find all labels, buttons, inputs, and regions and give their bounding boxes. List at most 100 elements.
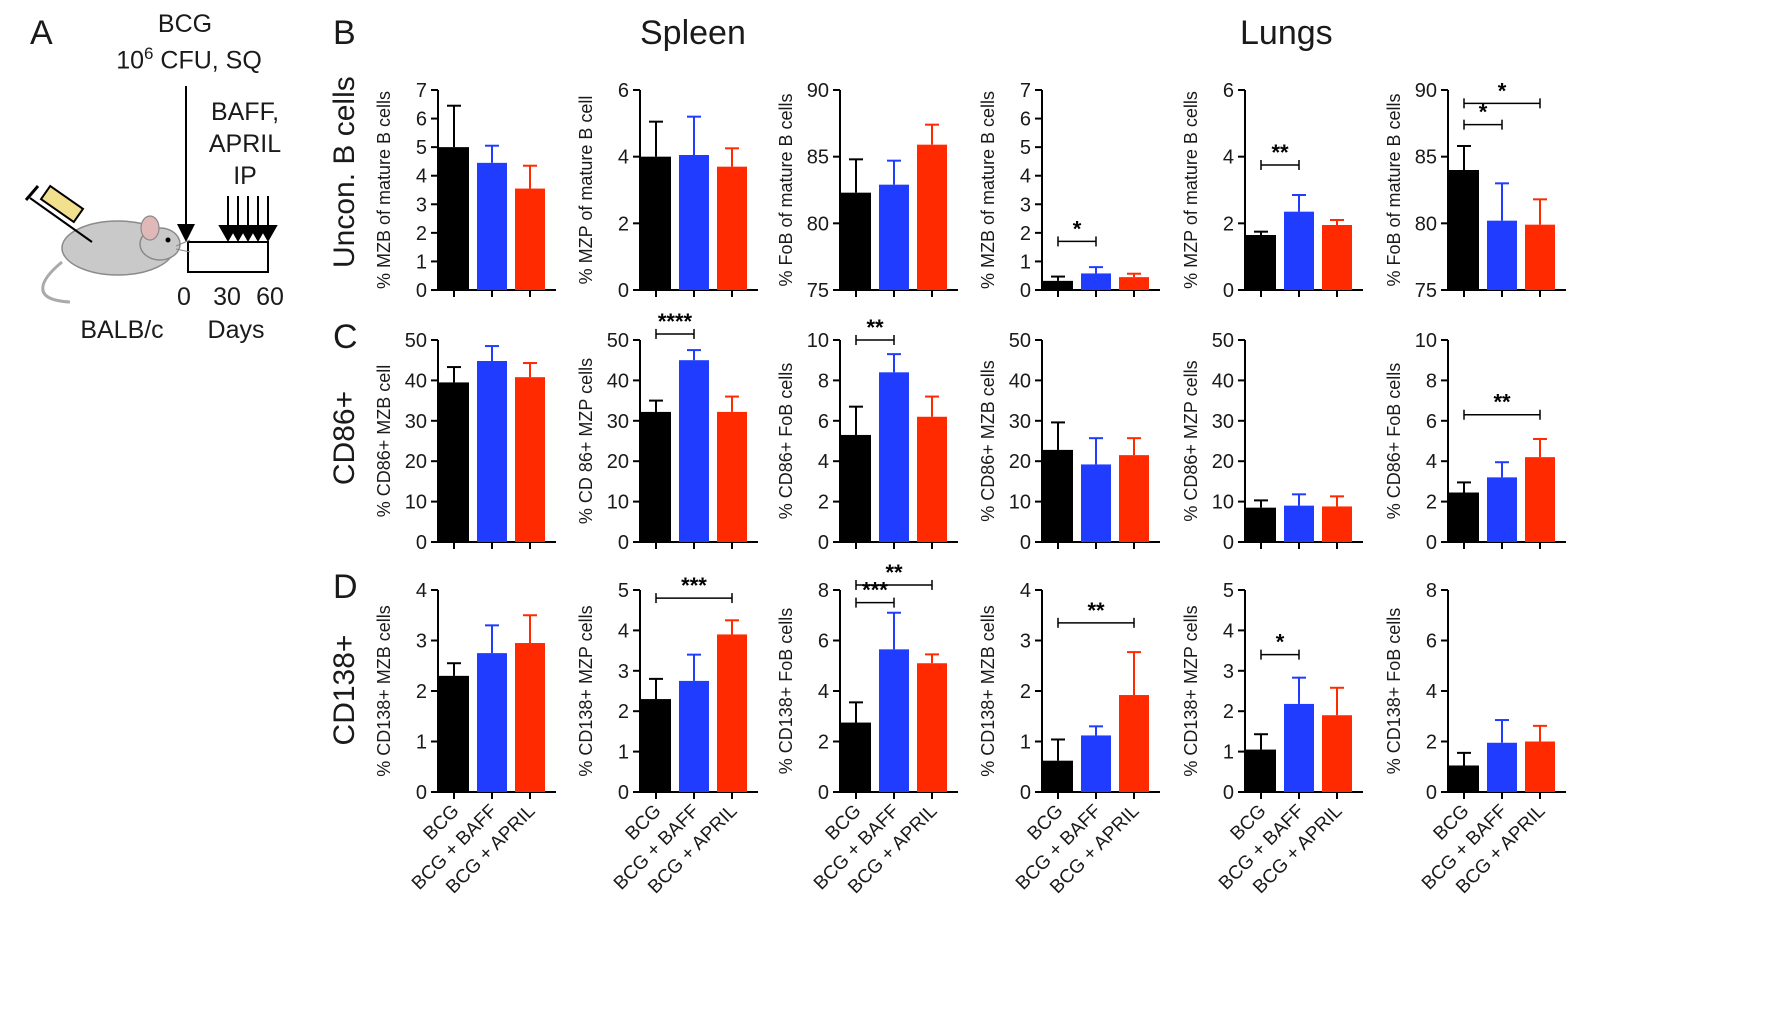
y-tick-label: 0 — [416, 280, 427, 302]
y-tick-label: 10 — [1009, 492, 1031, 514]
y-tick-label: 3 — [1223, 661, 1234, 683]
bar-bcg — [1449, 492, 1479, 542]
y-tick-label: 4 — [618, 147, 629, 169]
day-tick-0: 0 — [177, 283, 191, 311]
y-tick-label: 0 — [1426, 532, 1437, 554]
y-tick-label: 2 — [618, 701, 629, 723]
y-tick-label: 6 — [416, 109, 427, 131]
bar-bcg-baff — [1081, 273, 1111, 290]
chart-r0-c2: 75 80 85 90 % FoB of mature B cells — [776, 80, 958, 302]
y-tick-label: 1 — [1020, 251, 1031, 273]
bar-bcg-april — [1119, 277, 1149, 290]
bcg-label: BCG — [157, 10, 213, 38]
treatment-label-route: IP — [233, 162, 257, 190]
y-tick-label: 4 — [1426, 451, 1437, 473]
y-tick-label: 85 — [807, 147, 829, 169]
bar-bcg — [439, 147, 469, 290]
y-tick-label: 4 — [1426, 681, 1437, 703]
y-tick-label: 1 — [618, 742, 629, 764]
bar-bcg-april — [1322, 715, 1352, 792]
bar-bcg-baff — [679, 155, 709, 290]
bar-bcg — [1246, 507, 1276, 542]
y-axis-label: % FoB of mature B cells — [1384, 93, 1404, 286]
y-tick-label: 1 — [416, 732, 427, 754]
bar-bcg-april — [1322, 225, 1352, 290]
bar-bcg-april — [515, 377, 545, 542]
y-tick-label: 10 — [807, 330, 829, 352]
bar-bcg-baff — [1487, 220, 1517, 290]
y-tick-label: 0 — [818, 532, 829, 554]
y-axis-label: % CD86+ MZB cells — [978, 360, 998, 522]
significance-label: ** — [1271, 140, 1289, 165]
y-tick-label: 50 — [405, 330, 427, 352]
y-axis-label: % CD86+ MZP cells — [1181, 360, 1201, 521]
y-tick-label: 10 — [1212, 492, 1234, 514]
tissue-header-spleen: Spleen — [640, 14, 746, 52]
panel-letter-b: B — [333, 14, 356, 52]
syringe-icon — [24, 184, 93, 243]
y-axis-label: % CD138+ MZB cells — [978, 605, 998, 777]
days-axis-label: Days — [207, 316, 265, 344]
bar-bcg — [841, 434, 871, 542]
y-tick-label: 2 — [1223, 213, 1234, 235]
bar-bcg-baff — [1284, 211, 1314, 290]
bar-bcg-april — [515, 188, 545, 290]
y-tick-label: 0 — [618, 532, 629, 554]
y-tick-label: 30 — [1009, 411, 1031, 433]
day-tick-60: 60 — [256, 283, 284, 311]
bar-bcg-baff — [1487, 477, 1517, 542]
y-tick-label: 0 — [416, 782, 427, 804]
y-tick-label: 0 — [1020, 280, 1031, 302]
y-tick-label: 2 — [618, 213, 629, 235]
y-tick-label: 50 — [607, 330, 629, 352]
y-tick-label: 5 — [618, 580, 629, 602]
y-tick-label: 3 — [1020, 631, 1031, 653]
bar-bcg-april — [1525, 457, 1555, 542]
bar-bcg-baff — [1081, 735, 1111, 792]
bar-bcg-april — [1525, 224, 1555, 290]
bar-bcg-april — [1322, 506, 1352, 542]
y-tick-label: 5 — [416, 137, 427, 159]
y-axis-label: % CD138+ FoB cells — [776, 608, 796, 775]
y-axis-label: % CD86+ MZB cell — [374, 365, 394, 518]
mouse-icon — [41, 215, 191, 304]
y-tick-label: 6 — [818, 631, 829, 653]
bar-bcg-april — [917, 144, 947, 290]
y-tick-label: 30 — [607, 411, 629, 433]
chart-r0-c3: 0 1 2 3 4 5 6 7 % MZB of mature B cells * — [978, 80, 1160, 302]
bar-bcg — [439, 675, 469, 792]
bar-bcg — [1246, 235, 1276, 290]
chart-r0-c1: 0 2 4 6 % MZP of mature B cell — [576, 80, 758, 302]
significance-label: *** — [862, 578, 888, 603]
y-tick-label: 75 — [1415, 280, 1437, 302]
chart-r1-c4: 0 10 20 30 40 50 % CD86+ MZP cells — [1181, 330, 1363, 554]
y-tick-label: 90 — [807, 80, 829, 102]
significance-label: ** — [1087, 598, 1105, 623]
y-tick-label: 10 — [1415, 330, 1437, 352]
y-tick-label: 2 — [818, 492, 829, 514]
y-tick-label: 2 — [1426, 732, 1437, 754]
y-axis-label: % CD86+ FoB cells — [1384, 363, 1404, 520]
y-tick-label: 2 — [1223, 701, 1234, 723]
significance-label: **** — [658, 309, 693, 334]
bar-bcg-april — [1525, 741, 1555, 792]
y-tick-label: 1 — [1020, 732, 1031, 754]
y-tick-label: 6 — [1426, 631, 1437, 653]
treatment-arrows — [218, 196, 278, 243]
bar-bcg-baff — [679, 360, 709, 542]
y-tick-label: 8 — [818, 580, 829, 602]
y-tick-label: 5 — [1020, 137, 1031, 159]
y-tick-label: 10 — [607, 492, 629, 514]
y-tick-label: 6 — [818, 411, 829, 433]
chart-r1-c2: 0 2 4 6 8 10 % CD86+ FoB cells ** — [776, 315, 958, 554]
significance-label: * — [1498, 78, 1507, 103]
y-tick-label: 20 — [405, 451, 427, 473]
bar-bcg — [439, 382, 469, 542]
bar-bcg-april — [917, 663, 947, 792]
y-tick-label: 4 — [1020, 580, 1031, 602]
y-tick-label: 8 — [1426, 580, 1437, 602]
y-tick-label: 6 — [1020, 109, 1031, 131]
